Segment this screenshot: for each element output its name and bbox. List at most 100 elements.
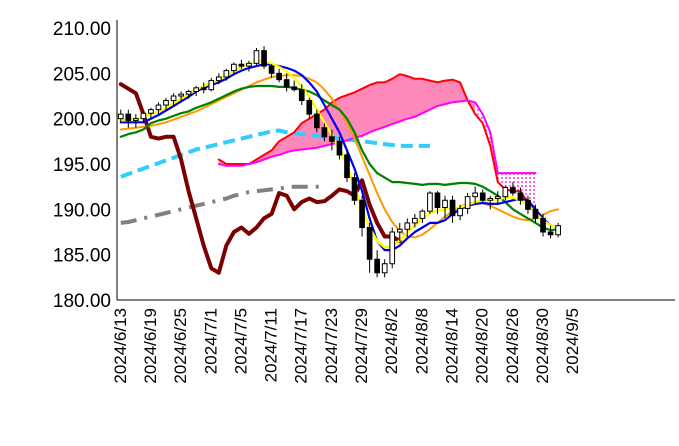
candle-body-up bbox=[404, 222, 411, 230]
candlestick bbox=[253, 47, 260, 67]
x-tick-label: 2024/6/13 bbox=[111, 308, 130, 384]
candle-body-down bbox=[200, 87, 207, 91]
candle-body-up bbox=[389, 231, 396, 265]
candle-body-up bbox=[140, 112, 147, 120]
candle-body-up bbox=[419, 210, 426, 219]
candle-body-up bbox=[148, 109, 154, 114]
candle-body-down bbox=[359, 199, 365, 228]
line-series-magenta bbox=[217, 99, 537, 175]
line-series-blue bbox=[119, 63, 560, 252]
x-tick-label: 2024/9/5 bbox=[563, 308, 582, 374]
candlestick bbox=[215, 73, 222, 85]
candlestick bbox=[540, 213, 546, 237]
candlestick bbox=[449, 195, 456, 223]
y-tick-label: 205.00 bbox=[53, 64, 111, 85]
candlestick bbox=[442, 195, 448, 219]
x-tick-label: 2024/7/23 bbox=[322, 308, 341, 384]
x-tick-label: 2024/8/2 bbox=[382, 308, 401, 374]
candlestick bbox=[457, 204, 463, 221]
candle-body-down bbox=[540, 217, 546, 233]
candle-body-down bbox=[434, 192, 441, 209]
candle-body-down bbox=[238, 63, 245, 67]
candlestick bbox=[510, 182, 516, 196]
candle-body-up bbox=[381, 263, 388, 274]
x-tick-label: 2024/6/19 bbox=[141, 308, 160, 384]
candle-body-up bbox=[396, 228, 403, 233]
candlestick bbox=[487, 195, 494, 210]
candlestick bbox=[178, 91, 184, 101]
candlestick bbox=[479, 189, 486, 203]
x-tick-label: 2024/8/26 bbox=[503, 308, 522, 384]
candlestick bbox=[298, 84, 305, 106]
candlestick bbox=[170, 93, 177, 106]
candlestick bbox=[193, 86, 200, 96]
candle-body-up bbox=[464, 196, 471, 209]
candlestick bbox=[223, 68, 230, 81]
candle-body-down bbox=[125, 113, 132, 121]
candlestick bbox=[336, 136, 343, 160]
candle-body-down bbox=[261, 50, 267, 67]
candle-body-up bbox=[155, 104, 162, 111]
candlestick bbox=[472, 186, 479, 205]
x-tick-label: 2024/7/29 bbox=[352, 308, 371, 384]
candle-body-down bbox=[547, 231, 554, 236]
candle-body-down bbox=[510, 187, 516, 194]
candlestick bbox=[404, 218, 411, 237]
candlestick bbox=[502, 185, 509, 201]
candle-body-down bbox=[329, 136, 335, 142]
candlestick bbox=[434, 191, 441, 214]
candlestick bbox=[238, 59, 245, 69]
y-tick-label: 190.00 bbox=[53, 200, 111, 221]
candlestick bbox=[291, 80, 298, 92]
x-tick-label: 2024/8/14 bbox=[443, 308, 462, 384]
candlestick bbox=[464, 193, 471, 214]
x-tick-labels: 2024/6/13 2024/6/19 2024/6/25 2024/7/1 2024/… bbox=[111, 308, 582, 384]
candlestick bbox=[494, 191, 501, 205]
candlestick bbox=[525, 195, 531, 214]
candlestick bbox=[419, 209, 426, 223]
candle-body-down bbox=[268, 65, 275, 74]
candle-body-up bbox=[472, 192, 479, 198]
candle-body-up bbox=[412, 217, 418, 224]
y-tick-label: 210.00 bbox=[53, 19, 111, 40]
candle-body-down bbox=[336, 140, 343, 156]
x-tick-label: 2024/7/1 bbox=[201, 308, 220, 374]
candlestick bbox=[344, 150, 350, 183]
candlestick bbox=[163, 97, 169, 110]
candlestick bbox=[208, 77, 215, 92]
candle-body-up bbox=[185, 90, 192, 95]
candle-body-up bbox=[133, 118, 139, 121]
candlestick bbox=[133, 114, 139, 128]
candlestick bbox=[366, 222, 373, 273]
candlestick bbox=[185, 89, 192, 99]
candle-body-up bbox=[193, 87, 200, 92]
candlestick bbox=[261, 46, 267, 69]
x-tick-label: 2024/8/20 bbox=[473, 308, 492, 384]
candlestick bbox=[283, 73, 290, 92]
line-series-red bbox=[217, 73, 537, 213]
candlestick bbox=[396, 222, 403, 242]
candlestick bbox=[555, 222, 561, 238]
candle-body-up bbox=[253, 50, 260, 64]
candlestick bbox=[276, 68, 282, 83]
candlestick-layer bbox=[117, 46, 561, 278]
candle-body-up bbox=[117, 113, 124, 120]
candle-body-up bbox=[487, 197, 494, 201]
candle-body-up bbox=[494, 196, 501, 199]
y-tick-label: 185.00 bbox=[53, 246, 111, 267]
candle-body-up bbox=[215, 76, 222, 82]
candle-body-down bbox=[321, 127, 328, 138]
candlestick bbox=[427, 191, 433, 214]
x-tick-label: 2024/8/8 bbox=[412, 308, 431, 374]
candle-body-up bbox=[223, 70, 230, 78]
candle-body-up bbox=[555, 225, 561, 236]
axes-layer bbox=[116, 20, 675, 301]
candle-body-up bbox=[178, 93, 184, 97]
candlestick bbox=[200, 82, 207, 94]
candle-body-down bbox=[351, 177, 358, 201]
candlestick bbox=[517, 187, 524, 205]
candlestick bbox=[313, 109, 320, 133]
x-tick-label: 2024/8/30 bbox=[533, 308, 552, 384]
